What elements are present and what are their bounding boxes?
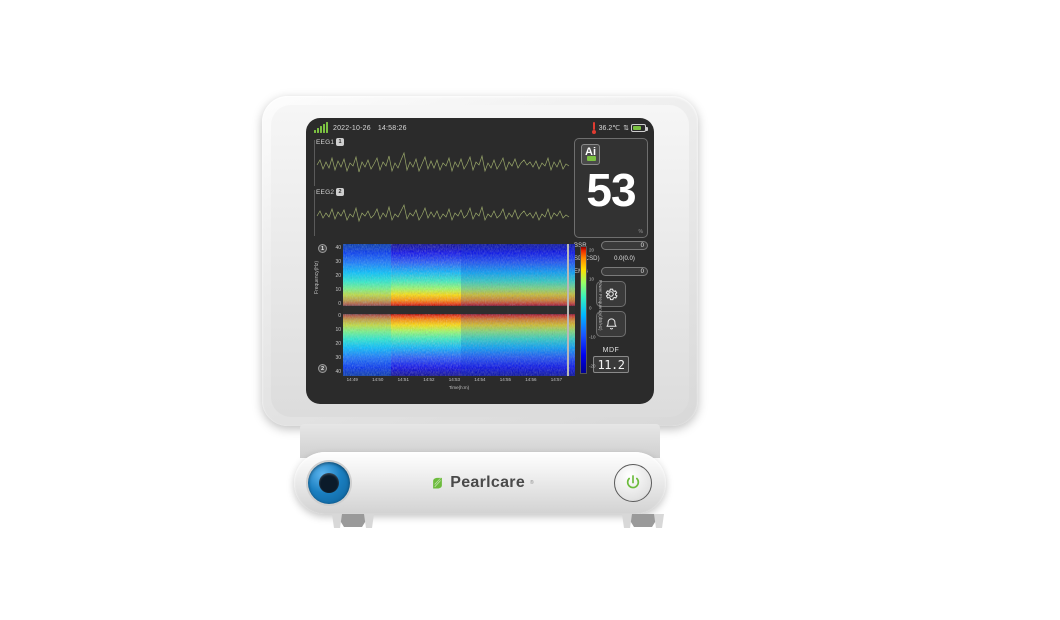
cbtick-0: 0	[589, 305, 592, 311]
xtick-5: 14:54	[474, 377, 486, 382]
eeg1-label-group: EEG1 1	[316, 138, 345, 146]
monitor-device: 2022-10-26 14:58:26 36.2℃ ⇅ E	[262, 96, 698, 426]
monitor-screen[interactable]: 2022-10-26 14:58:26 36.2℃ ⇅ E	[306, 118, 654, 404]
ytick-bot-30: 30	[335, 355, 341, 361]
colorbar-label: Power Frequency(dB/Hz)	[598, 280, 603, 331]
xtick-2: 14:51	[397, 377, 409, 382]
status-date: 2022-10-26	[333, 124, 371, 132]
emg-value: 0	[640, 269, 644, 275]
registered-mark: ®	[530, 480, 534, 486]
status-time: 14:58:26	[377, 124, 407, 132]
spectrogram-x-axis: 14:49 14:50 14:51 14:52 14:53 14:54 14:5…	[343, 377, 575, 387]
cbtick-neg10: -10	[589, 334, 596, 340]
temperature-readout: 36.2℃	[598, 125, 621, 132]
sd-value: 0.0(0.0)	[614, 255, 635, 262]
eeg1-label: EEG1	[316, 138, 335, 146]
eeg1-row: EEG1 1	[314, 138, 572, 188]
alarm-button[interactable]	[596, 311, 626, 337]
bell-icon	[605, 317, 617, 329]
colorbar-ticks: 20 10 0 -10 -20	[589, 244, 603, 376]
device-foot-left	[332, 514, 374, 528]
up-down-arrows-icon: ⇅	[623, 125, 629, 132]
cbtick-10: 10	[589, 276, 595, 282]
spectrogram-panel-eeg1	[343, 244, 575, 306]
signal-bars-icon	[314, 122, 328, 133]
spectrogram-y-axis: 40 30 20 10 0 0 10 20 30 40	[327, 244, 341, 376]
gear-icon	[605, 288, 618, 301]
waveform-area: EEG1 1 EEG2 2	[314, 138, 572, 240]
spectro-channel1-badge: 1	[318, 244, 327, 253]
ai-index-value: 53	[586, 164, 636, 216]
ai-badge-indicator	[587, 156, 596, 161]
emg-pill: 0	[601, 267, 648, 276]
colorbar	[580, 246, 587, 374]
ytick-bot-10: 10	[335, 327, 341, 333]
battery-icon	[631, 124, 648, 132]
spectrogram-ylabel: Frequency(Hz)	[314, 260, 320, 294]
sensor-port[interactable]	[308, 462, 350, 504]
eeg2-label: EEG2	[316, 188, 335, 196]
ai-badge-label: Ai	[585, 146, 596, 158]
ytick-bot-20: 20	[335, 341, 341, 347]
brand-text: Pearlcare	[450, 474, 526, 491]
sweep-cursor	[567, 244, 569, 376]
spectro-channel2-badge: 2	[318, 364, 327, 373]
spectrogram-plot[interactable]	[343, 244, 575, 376]
eeg2-badge: 2	[336, 188, 345, 196]
param-row-bsr[interactable]: BSR 0	[574, 240, 648, 251]
cbtick-neg20: -20	[589, 363, 596, 369]
spectrogram-area[interactable]: Frequency(Hz) 1 2 40 30 20 10 0 0 10 20 …	[312, 244, 612, 396]
mdf-label: MDF	[602, 347, 620, 354]
status-right-group: 36.2℃ ⇅	[591, 122, 648, 134]
device-base: Pearlcare ®	[294, 452, 666, 514]
cbtick-20: 20	[589, 247, 595, 253]
eeg1-axis	[314, 140, 315, 186]
brand-logo: Pearlcare ®	[430, 474, 534, 492]
xtick-0: 14:49	[346, 377, 358, 382]
ytick-top-20: 20	[335, 273, 341, 279]
eeg2-label-group: EEG2 2	[316, 188, 345, 196]
xtick-6: 14:55	[499, 377, 512, 382]
xtick-1: 14:50	[372, 377, 384, 382]
ai-index-unit: %	[638, 229, 643, 235]
xtick-4: 14:53	[448, 377, 460, 382]
eeg2-axis	[314, 190, 315, 236]
leaf-icon	[433, 477, 443, 488]
numeric-panel: Ai 53 % BSR 0 SD(CSD) 0.0(0.0)	[574, 138, 648, 373]
ytick-top-0: 0	[338, 301, 341, 307]
bsr-label: BSR	[574, 242, 587, 249]
settings-button[interactable]	[596, 281, 626, 307]
ai-index-box[interactable]: Ai 53 %	[574, 138, 648, 238]
ytick-top-40: 40	[335, 245, 341, 251]
thermometer-icon	[591, 122, 596, 134]
ytick-bot-0: 0	[338, 313, 341, 319]
brand-name: Pearlcare	[450, 474, 525, 492]
ytick-top-10: 10	[335, 287, 341, 293]
xtick-8: 14:57	[550, 377, 563, 382]
power-icon	[626, 475, 640, 489]
spectrogram-divider	[343, 306, 575, 314]
power-button[interactable]	[613, 464, 652, 502]
ytick-bot-40: 40	[335, 369, 341, 375]
mdf-box[interactable]: MDF 11.2	[574, 347, 648, 373]
bsr-value: 0	[640, 243, 644, 249]
eeg2-row: EEG2 2	[314, 188, 572, 238]
xtick-7: 14:56	[525, 377, 537, 382]
status-bar: 2022-10-26 14:58:26 36.2℃ ⇅	[306, 118, 654, 138]
eeg1-trace	[316, 151, 570, 173]
mdf-value: 11.2	[593, 356, 629, 373]
device-foot-right	[622, 514, 664, 528]
spectrogram-panel-eeg2	[343, 314, 575, 376]
ai-badge: Ai	[581, 144, 600, 165]
eeg2-trace	[316, 203, 570, 223]
xtick-3: 14:52	[423, 377, 435, 382]
eeg1-badge: 1	[336, 138, 345, 146]
bsr-pill: 0	[601, 241, 648, 250]
spectrogram-xlabel: Time(h:m)	[448, 385, 470, 390]
ytick-top-30: 30	[335, 259, 341, 265]
